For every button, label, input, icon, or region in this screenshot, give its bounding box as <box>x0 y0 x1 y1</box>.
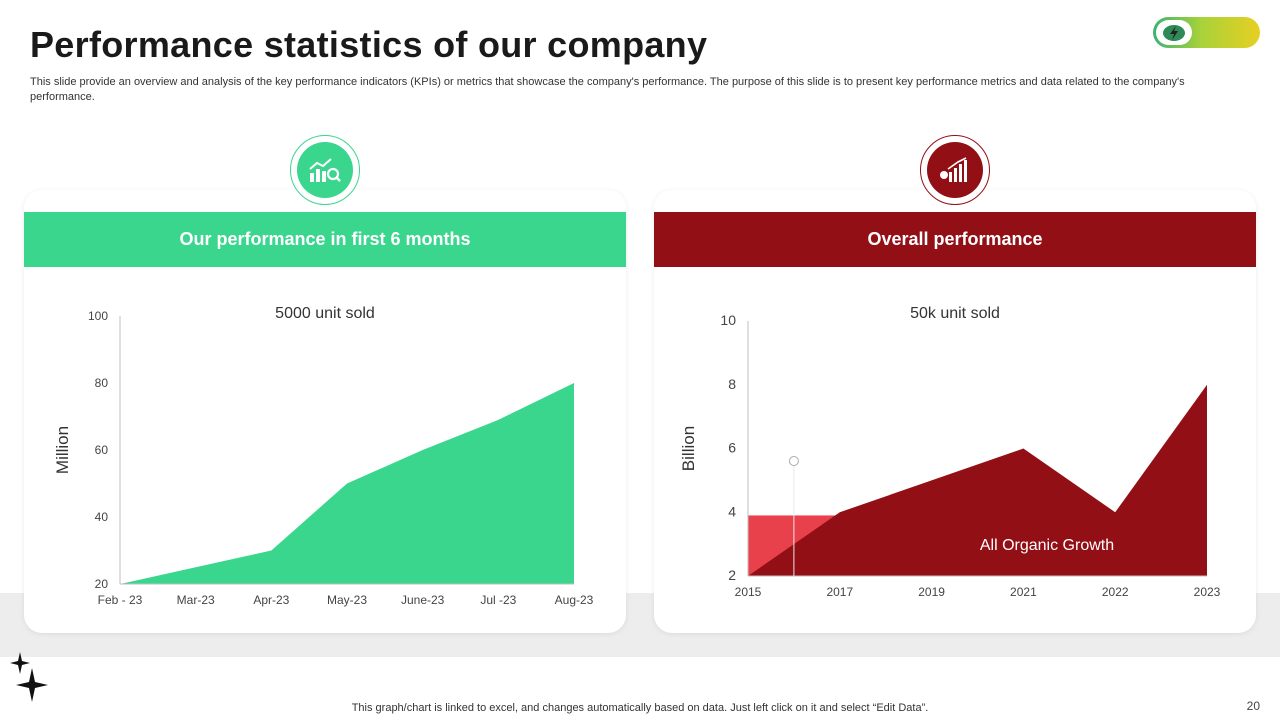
page-number: 20 <box>1246 699 1260 713</box>
bar-chart-growth-icon <box>309 158 341 182</box>
x-tick-label: Aug-23 <box>555 593 594 607</box>
y-tick-label: 60 <box>95 443 109 457</box>
chart-overall-performance: 50k unit sold Billion 2 4 6 8 10 2015 2017 2019 20… <box>679 305 1221 599</box>
annotation-marker <box>788 456 799 466</box>
x-tick-label: Apr-23 <box>253 593 289 607</box>
y-tick-label: 4 <box>728 503 736 519</box>
chart-title: 5000 unit sold <box>275 305 375 322</box>
card-header-first-six-months: Our performance in first 6 months <box>24 212 626 267</box>
x-tick-label: 2021 <box>1010 585 1037 599</box>
chart-title: 50k unit sold <box>910 305 1000 322</box>
footer-note: This graph/chart is linked to excel, and… <box>351 702 929 714</box>
toggle-knob[interactable] <box>1156 20 1192 45</box>
theme-toggle[interactable] <box>1153 17 1260 48</box>
y-axis-label: Billion <box>679 426 698 471</box>
page-title: Performance statistics of our company <box>30 24 708 65</box>
x-tick-label: Feb - 23 <box>98 593 143 607</box>
x-tick-label: Mar-23 <box>177 593 215 607</box>
rising-bars-icon <box>940 157 967 182</box>
y-axis-label: Million <box>53 426 72 474</box>
chart-first-six-months: 5000 unit sold Million 20 40 60 80 100 Feb - 23… <box>53 305 594 607</box>
y-tick-label: 80 <box>95 376 109 390</box>
badge-left <box>290 135 360 205</box>
annotation-label: All Organic Growth <box>980 537 1114 554</box>
x-tick-label: 2023 <box>1194 585 1221 599</box>
sparkle-icon <box>10 652 48 702</box>
lightning-icon <box>1163 24 1185 41</box>
card-first-six-months: Our performance in first 6 months 5000 u… <box>24 190 626 633</box>
y-tick-label: 6 <box>728 440 736 456</box>
card-header-overall-performance: Overall performance <box>654 212 1256 267</box>
x-tick-label: 2022 <box>1102 585 1129 599</box>
y-tick-label: 8 <box>728 376 736 392</box>
y-tick-label: 10 <box>720 312 736 328</box>
y-tick-label: 40 <box>95 510 109 524</box>
y-tick-label: 20 <box>95 577 109 591</box>
area-series <box>748 384 1207 576</box>
badge-right <box>920 135 990 205</box>
x-tick-label: Jul -23 <box>480 593 516 607</box>
page-subtitle: This slide provide an overview and analy… <box>30 76 1185 103</box>
x-tick-label: 2015 <box>735 585 762 599</box>
x-tick-label: 2019 <box>918 585 945 599</box>
x-tick-label: 2017 <box>826 585 853 599</box>
y-tick-label: 2 <box>728 567 736 583</box>
x-tick-label: May-23 <box>327 593 367 607</box>
card-overall-performance: Overall performance 50k unit sold Billion… <box>654 190 1256 633</box>
x-tick-label: June-23 <box>401 593 445 607</box>
y-tick-label: 100 <box>88 309 108 323</box>
